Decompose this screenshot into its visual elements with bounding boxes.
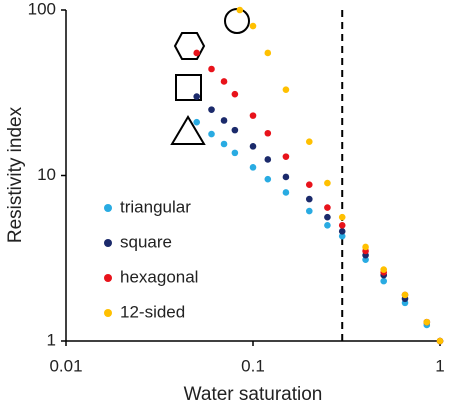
legend-label: square <box>120 232 172 251</box>
legend-marker <box>104 239 112 247</box>
data-point <box>236 6 244 14</box>
data-point <box>208 65 215 73</box>
circle-icon <box>224 8 250 34</box>
data-point <box>231 149 239 157</box>
y-axis-title: Resistivity index <box>5 106 26 243</box>
data-point <box>338 228 346 235</box>
data-point <box>380 277 388 285</box>
data-point <box>324 213 331 221</box>
triangle-icon <box>170 115 206 145</box>
data-point <box>305 181 313 188</box>
data-point <box>231 90 239 98</box>
data-point <box>193 49 201 57</box>
data-point <box>220 117 228 124</box>
y-tick-label: 100 <box>28 0 56 18</box>
data-point <box>324 222 331 229</box>
shape-icons <box>170 8 250 145</box>
data-point <box>249 143 257 150</box>
x-axis-title: Water saturation <box>184 384 323 405</box>
data-point <box>208 130 215 138</box>
data-point <box>380 266 388 273</box>
data-point <box>264 129 272 137</box>
legend-marker <box>104 204 112 212</box>
data-point <box>305 195 313 203</box>
legend-label: 12-sided <box>120 302 185 321</box>
data-point <box>231 126 239 134</box>
data-point <box>305 138 313 146</box>
data-point <box>220 78 228 85</box>
data-point <box>338 213 346 221</box>
x-tick-label: 1 <box>435 356 444 375</box>
data-point <box>220 140 228 148</box>
data-point <box>264 49 272 57</box>
data-point <box>324 179 331 187</box>
legend-marker <box>104 309 112 317</box>
data-point <box>282 153 290 160</box>
data-point <box>249 22 257 30</box>
data-point <box>338 222 346 229</box>
data-point <box>436 337 444 345</box>
x-tick-label: 0.1 <box>241 356 265 375</box>
data-point <box>305 207 313 215</box>
legend-marker <box>104 274 112 282</box>
data-point <box>249 164 257 171</box>
data-point <box>362 243 369 251</box>
data-point <box>193 118 201 126</box>
data-point <box>264 175 272 183</box>
data-point <box>423 318 431 326</box>
data-point <box>282 86 290 93</box>
x-tick-label: 0.01 <box>49 356 82 375</box>
data-point <box>401 291 409 299</box>
data-point <box>208 106 215 113</box>
data-point <box>264 156 272 163</box>
hexagon-icon <box>173 32 206 60</box>
legend-label: hexagonal <box>120 267 198 286</box>
y-tick-label: 10 <box>37 165 56 184</box>
data-point <box>282 173 290 181</box>
data-point <box>249 112 257 119</box>
data-point <box>324 204 331 211</box>
legend-label: triangular <box>120 197 191 216</box>
data-point <box>282 189 290 196</box>
square-icon <box>175 74 202 101</box>
data-point <box>193 93 201 100</box>
y-tick-label: 1 <box>47 330 56 349</box>
data-point <box>338 232 346 240</box>
